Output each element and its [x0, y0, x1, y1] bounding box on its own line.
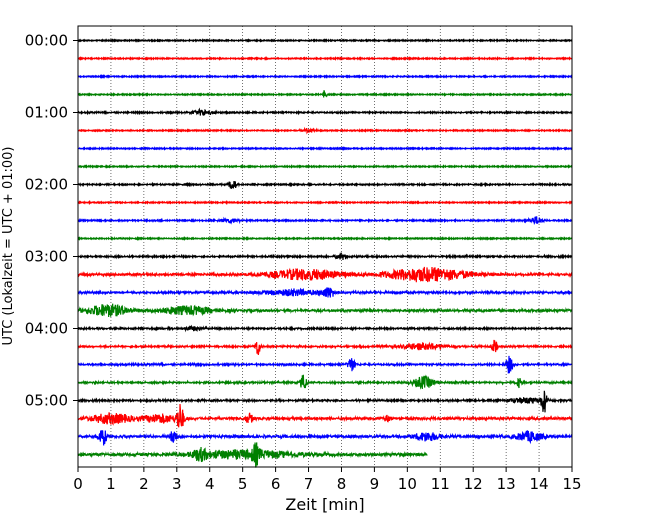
- trace-0500: [77, 390, 573, 413]
- trace-0515: [77, 404, 573, 428]
- trace-0445: [77, 374, 573, 390]
- trace-0130: [77, 145, 573, 151]
- x-tick-label: 3: [172, 475, 182, 493]
- y-axis-ticks: 00:00 01:00 02:00 03:00 04:00 05:00: [25, 32, 78, 410]
- x-tick-label: 2: [139, 475, 149, 493]
- trace-0245: [77, 235, 573, 242]
- x-tick-label: 11: [431, 475, 450, 493]
- y-tick-label: 02:00: [25, 176, 68, 194]
- y-tick-label: 01:00: [25, 104, 68, 122]
- y-tick-label: 03:00: [25, 248, 68, 266]
- trace-0200: [77, 180, 573, 189]
- plot-frame: [77, 25, 573, 468]
- trace-0530: [77, 430, 573, 446]
- trace-0300: [77, 251, 573, 261]
- x-tick-label: 6: [271, 475, 281, 493]
- trace-0415: [77, 339, 573, 356]
- x-tick-label: 15: [562, 475, 581, 493]
- x-tick-label: 8: [337, 475, 347, 493]
- y-tick-label: 00:00: [25, 32, 68, 50]
- trace-0345: [77, 303, 573, 317]
- x-tick-label: 9: [370, 475, 380, 493]
- trace-0015: [77, 56, 573, 62]
- x-axis-ticks: 0 1 2 3 4 5 6 7 8 9 10 11 12 13 14 15: [73, 467, 582, 493]
- x-tick-label: 14: [530, 475, 549, 493]
- trace-0400: [77, 324, 573, 333]
- trace-0430: [77, 355, 573, 374]
- x-tick-label: 13: [497, 475, 516, 493]
- trace-group: [77, 38, 573, 468]
- x-tick-label: 0: [73, 475, 83, 493]
- x-tick-label: 7: [304, 475, 314, 493]
- x-tick-label: 4: [205, 475, 215, 493]
- trace-0545: [77, 442, 428, 468]
- trace-0030: [77, 74, 573, 79]
- x-tick-label: 1: [106, 475, 116, 493]
- y-tick-label: 04:00: [25, 320, 68, 338]
- trace-0000: [77, 38, 573, 44]
- trace-0215: [77, 200, 573, 206]
- y-tick-label: 05:00: [25, 392, 68, 410]
- y-axis-label: UTC (Lokalzeit = UTC + 01:00): [1, 147, 16, 346]
- trace-0115: [77, 126, 573, 135]
- x-tick-label: 12: [464, 475, 483, 493]
- trace-0145: [77, 164, 573, 169]
- trace-0100: [77, 107, 573, 116]
- trace-0330: [77, 287, 573, 298]
- x-axis-label: Zeit [min]: [285, 495, 364, 514]
- x-tick-label: 10: [398, 475, 417, 493]
- trace-0315: [77, 266, 573, 283]
- x-tick-label: 5: [238, 475, 248, 493]
- trace-0230: [77, 216, 573, 226]
- trace-0045: [77, 90, 573, 98]
